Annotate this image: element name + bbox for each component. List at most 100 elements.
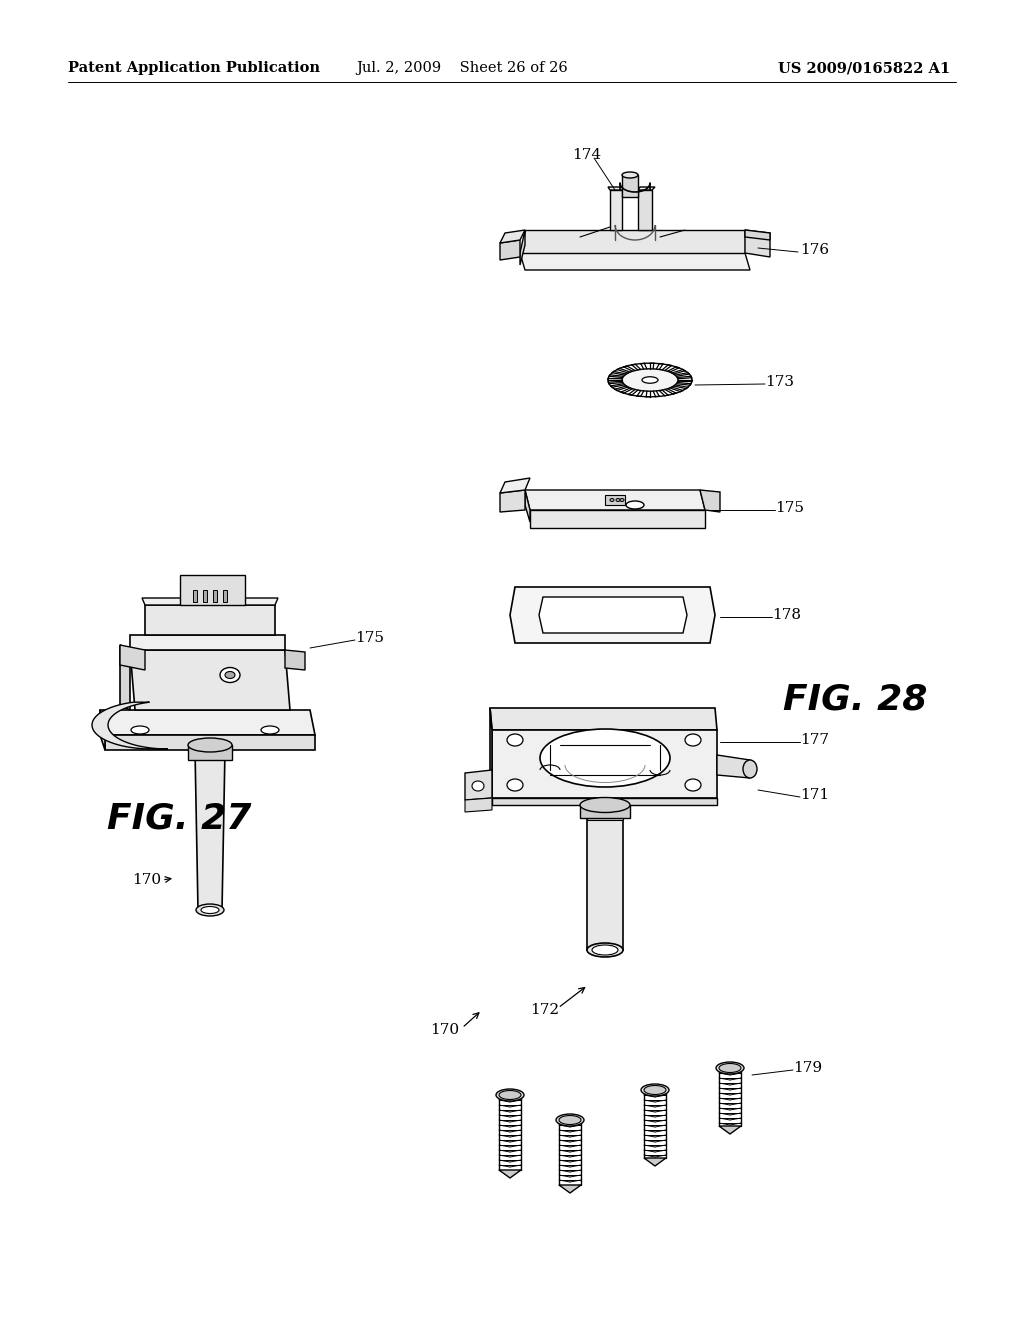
Polygon shape (587, 805, 623, 950)
Polygon shape (638, 190, 652, 230)
Text: 177: 177 (800, 733, 829, 747)
Polygon shape (580, 805, 630, 818)
Ellipse shape (626, 502, 644, 510)
Ellipse shape (685, 734, 701, 746)
Polygon shape (130, 649, 290, 710)
Ellipse shape (220, 668, 240, 682)
Polygon shape (530, 510, 705, 528)
Text: 179: 179 (793, 1061, 822, 1074)
Polygon shape (500, 478, 530, 492)
Ellipse shape (592, 945, 618, 954)
Ellipse shape (642, 376, 658, 383)
Text: 171: 171 (800, 788, 829, 803)
Ellipse shape (188, 738, 232, 752)
Ellipse shape (507, 734, 523, 746)
Polygon shape (719, 1126, 741, 1134)
Ellipse shape (622, 172, 638, 178)
Ellipse shape (743, 760, 757, 777)
Ellipse shape (587, 942, 623, 957)
Text: FIG. 28: FIG. 28 (783, 682, 927, 717)
Ellipse shape (644, 1085, 666, 1094)
Polygon shape (520, 230, 525, 265)
Ellipse shape (716, 1063, 744, 1074)
Polygon shape (120, 645, 145, 671)
Ellipse shape (499, 1090, 521, 1100)
Text: 170: 170 (132, 873, 161, 887)
Polygon shape (130, 635, 285, 649)
Polygon shape (500, 240, 520, 260)
Polygon shape (644, 1158, 666, 1166)
Polygon shape (465, 770, 492, 800)
Polygon shape (92, 702, 168, 748)
Ellipse shape (685, 779, 701, 791)
Ellipse shape (496, 1089, 524, 1101)
Polygon shape (745, 230, 770, 240)
Polygon shape (465, 799, 492, 812)
Polygon shape (145, 605, 275, 635)
Polygon shape (490, 708, 717, 730)
Polygon shape (105, 735, 315, 750)
Polygon shape (638, 187, 655, 190)
Ellipse shape (610, 499, 614, 502)
Polygon shape (193, 590, 197, 602)
Ellipse shape (201, 907, 219, 913)
Text: 176: 176 (800, 243, 829, 257)
Polygon shape (510, 587, 715, 643)
Polygon shape (180, 576, 245, 605)
Polygon shape (490, 708, 492, 799)
Polygon shape (700, 490, 720, 512)
Polygon shape (120, 645, 130, 710)
Polygon shape (100, 710, 315, 735)
Ellipse shape (196, 904, 224, 916)
Text: 178: 178 (772, 609, 801, 622)
Text: Jul. 2, 2009    Sheet 26 of 26: Jul. 2, 2009 Sheet 26 of 26 (356, 61, 568, 75)
Text: 172: 172 (530, 1003, 559, 1016)
Polygon shape (610, 190, 622, 230)
Polygon shape (587, 805, 623, 820)
Polygon shape (195, 750, 225, 909)
Text: 174: 174 (572, 148, 601, 162)
Ellipse shape (261, 726, 279, 734)
Ellipse shape (540, 729, 670, 787)
Ellipse shape (641, 1084, 669, 1096)
Polygon shape (500, 490, 525, 512)
Ellipse shape (472, 781, 484, 791)
Polygon shape (223, 590, 227, 602)
Ellipse shape (559, 1115, 581, 1125)
Polygon shape (717, 755, 750, 777)
Ellipse shape (131, 726, 150, 734)
Polygon shape (520, 230, 745, 253)
Ellipse shape (620, 499, 624, 502)
Text: Patent Application Publication: Patent Application Publication (68, 61, 319, 75)
Polygon shape (745, 230, 770, 257)
Text: 175: 175 (775, 502, 804, 515)
Polygon shape (203, 590, 207, 602)
Text: US 2009/0165822 A1: US 2009/0165822 A1 (778, 61, 950, 75)
Polygon shape (492, 730, 717, 799)
Ellipse shape (719, 1064, 741, 1072)
Text: 173: 173 (765, 375, 794, 389)
Polygon shape (608, 187, 625, 190)
Text: 170: 170 (430, 1023, 459, 1038)
Ellipse shape (580, 797, 630, 813)
Polygon shape (559, 1185, 581, 1193)
Polygon shape (188, 744, 232, 760)
Polygon shape (525, 490, 705, 510)
Polygon shape (285, 649, 305, 671)
Polygon shape (525, 490, 530, 521)
Polygon shape (622, 176, 638, 197)
Polygon shape (100, 710, 105, 750)
Text: FIG. 27: FIG. 27 (108, 801, 251, 836)
Polygon shape (142, 598, 278, 605)
Polygon shape (213, 590, 217, 602)
Ellipse shape (616, 499, 620, 502)
Text: 175: 175 (355, 631, 384, 645)
Polygon shape (500, 230, 525, 243)
Ellipse shape (225, 672, 234, 678)
Polygon shape (520, 253, 750, 271)
Ellipse shape (556, 1114, 584, 1126)
Polygon shape (539, 597, 687, 634)
Polygon shape (499, 1170, 521, 1177)
Ellipse shape (507, 779, 523, 791)
Polygon shape (492, 799, 717, 805)
